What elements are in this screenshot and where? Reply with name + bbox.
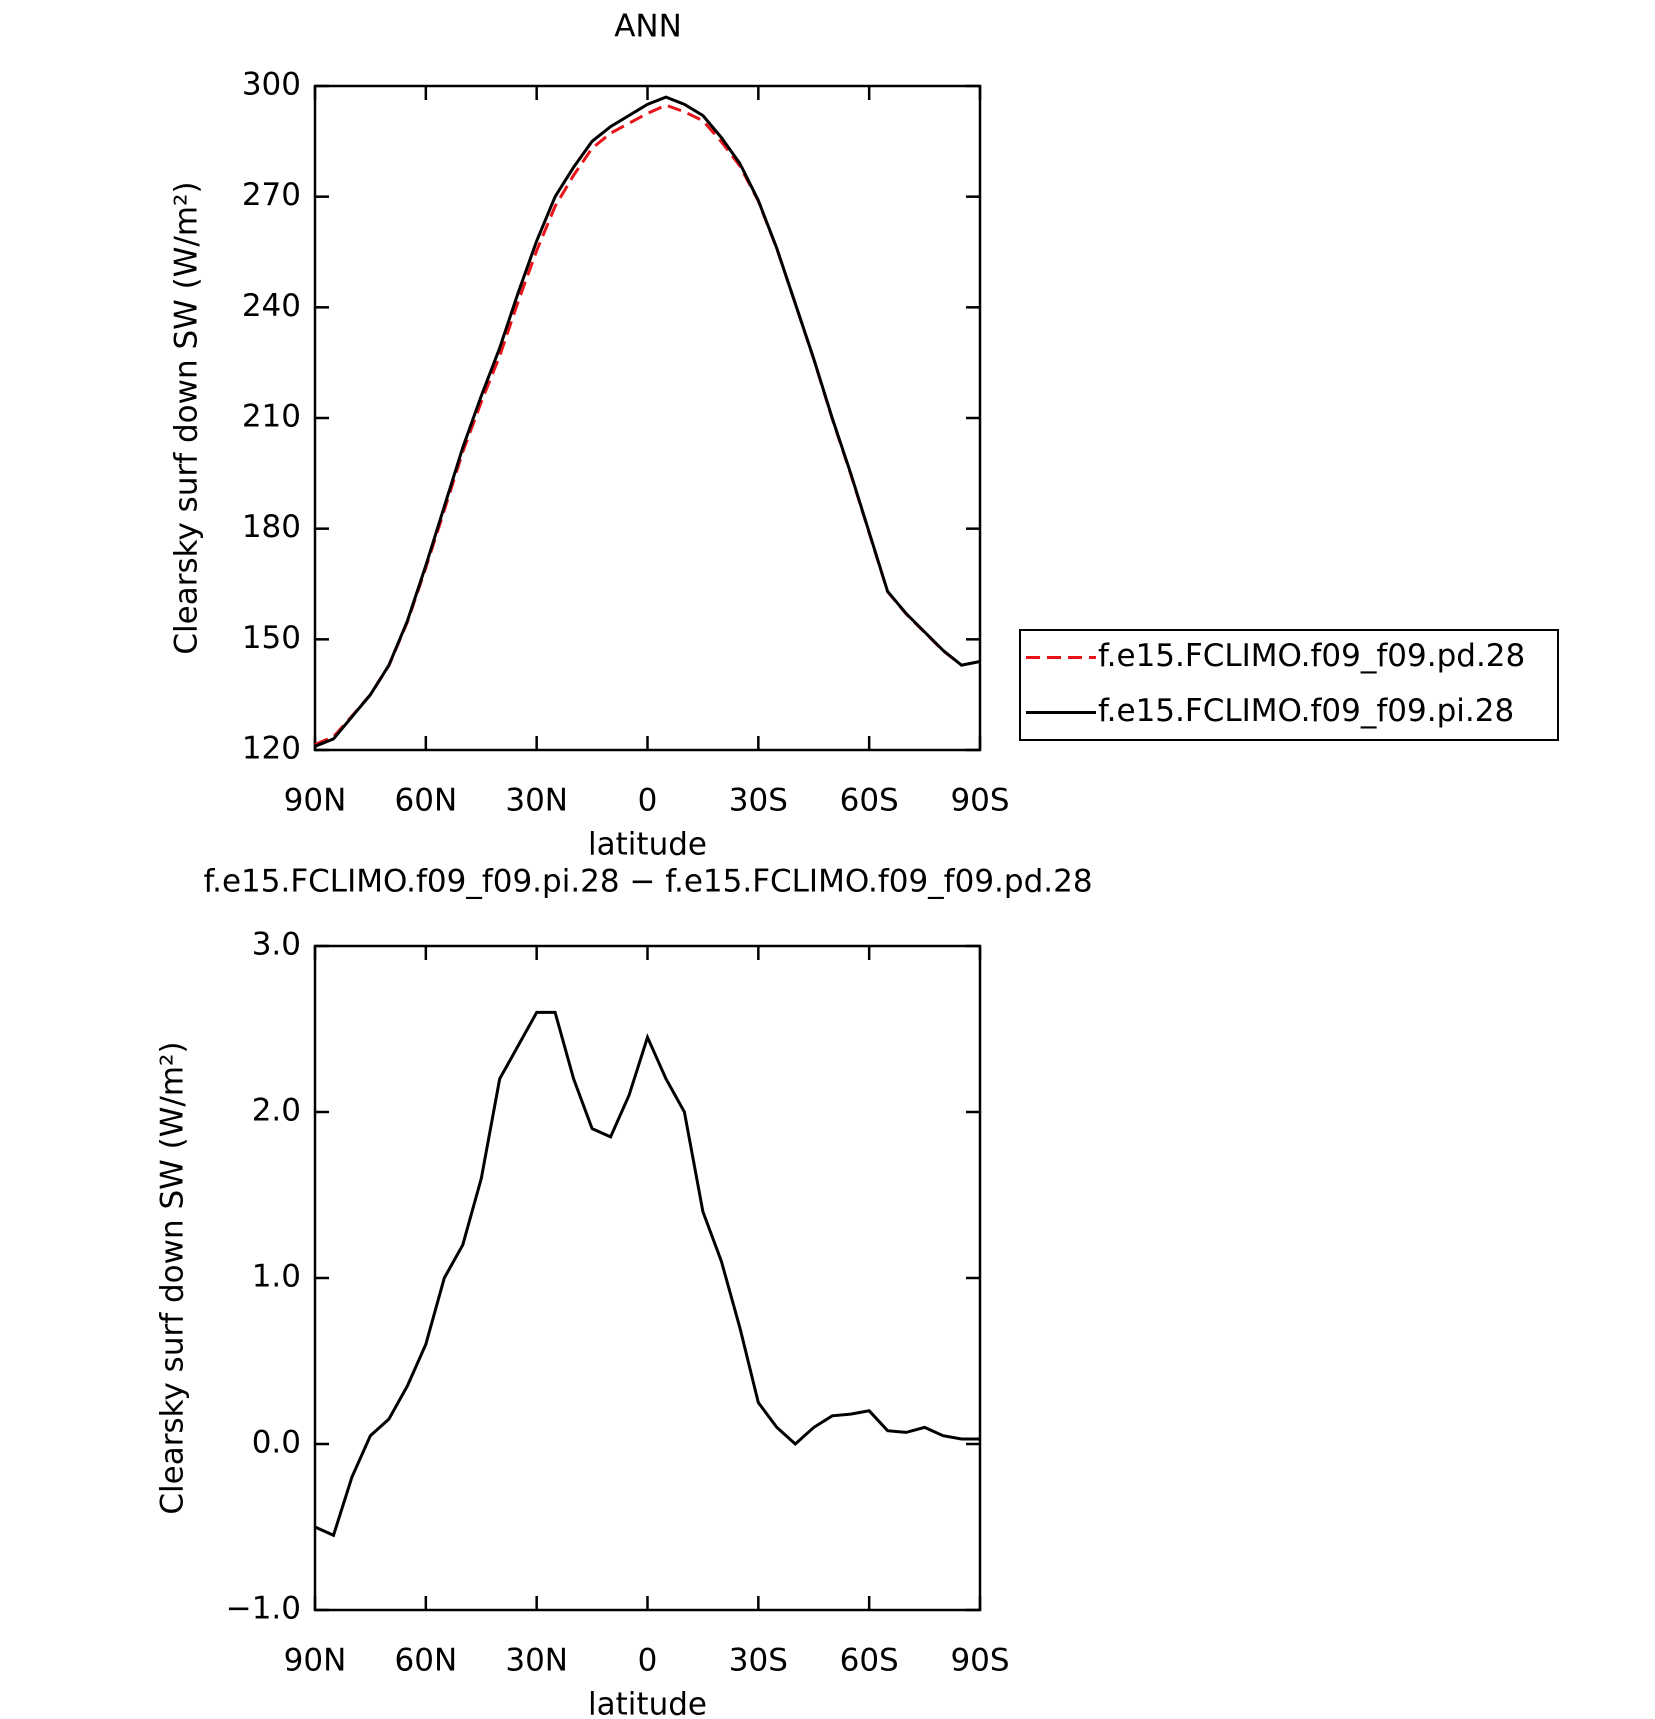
legend-label: f.e15.FCLIMO.f09_f09.pd.28 [1098,638,1525,674]
y-tick-label: 3.0 [252,927,301,963]
x-tick-label: 30S [729,783,788,819]
plot-frame [313,944,982,1612]
y-tick-label: 300 [242,67,301,103]
x-tick-label: 60S [840,783,899,819]
y-tick-label: 1.0 [252,1259,301,1295]
x-tick-label: 0 [638,1643,658,1679]
chart-title: ANN [614,9,682,45]
x-tick-label: 60N [395,1643,458,1679]
data-line [314,1010,980,1538]
x-tick-label: 0 [638,783,658,819]
y-axis-label: Clearsky surf down SW (W/m²) [169,181,205,654]
y-tick-label: 2.0 [252,1093,301,1129]
chart-title: f.e15.FCLIMO.f09_f09.pi.28 − f.e15.FCLIM… [203,864,1092,900]
data-line [314,103,981,746]
x-axis-label: latitude [588,827,707,863]
x-tick-label: 30N [505,1643,568,1679]
x-tick-label: 60N [395,783,458,819]
y-axis-label: Clearsky surf down SW (W/m²) [155,1041,191,1514]
y-tick-label: 240 [242,288,301,324]
y-tick-label: 120 [242,731,301,767]
x-axis-label: latitude [588,1687,707,1719]
y-tick-label: 150 [242,620,301,656]
y-tick-label: 0.0 [252,1425,301,1461]
x-tick-label: 90N [284,783,347,819]
plot-frame [313,84,982,752]
y-tick-label: 210 [242,399,301,435]
legend-box [1019,629,1559,741]
data-line [314,95,981,748]
x-tick-label: 30S [729,1643,788,1679]
x-tick-label: 90S [950,783,1009,819]
x-tick-label: 30N [505,783,568,819]
x-tick-label: 60S [840,1643,899,1679]
y-tick-label: −1.0 [226,1591,301,1627]
y-tick-label: 270 [242,177,301,213]
y-tick-label: 180 [242,509,301,545]
legend-label: f.e15.FCLIMO.f09_f09.pi.28 [1098,693,1514,729]
x-tick-label: 90N [284,1643,347,1679]
x-tick-label: 90S [950,1643,1009,1679]
